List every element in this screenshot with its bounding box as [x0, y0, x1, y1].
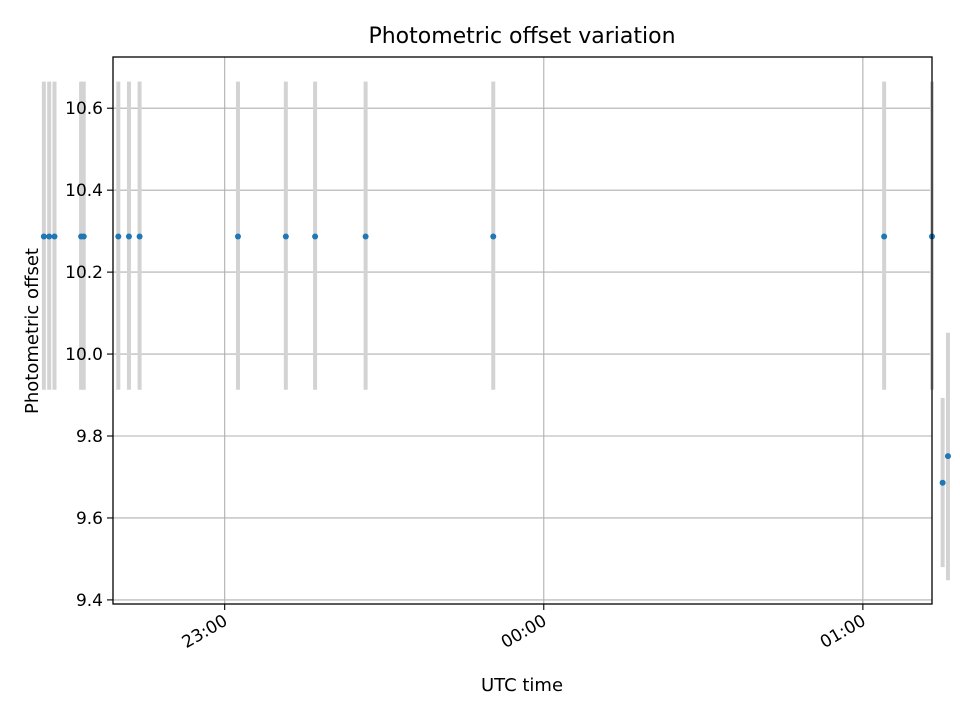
data-point — [282, 233, 289, 240]
y-tick-label: 10.2 — [65, 263, 103, 283]
data-point — [46, 233, 53, 240]
data-point — [40, 233, 47, 240]
data-point — [490, 233, 497, 240]
x-tick-label: 00:00 — [498, 611, 550, 653]
data-point — [80, 233, 87, 240]
error-bars — [41, 81, 950, 581]
data-point — [944, 453, 951, 460]
axis-ticks: 9.4 9.6 9.8 10.0 10.2 10.4 10.6 23:00 00:00 01:00… — [65, 99, 869, 653]
data-point — [136, 233, 143, 240]
data-point — [115, 233, 122, 240]
data-point — [881, 233, 888, 240]
y-tick-label: 9.4 — [76, 591, 103, 611]
plot-frame — [112, 56, 933, 605]
y-tick-label: 9.6 — [76, 509, 103, 529]
data-point — [939, 479, 946, 486]
y-tick-label: 10.6 — [65, 99, 103, 119]
y-tick-label: 9.8 — [76, 427, 103, 447]
grid — [113, 57, 932, 604]
x-axis-label: UTC time — [481, 675, 563, 696]
data-points — [40, 233, 951, 486]
data-point — [51, 233, 58, 240]
y-tick-label: 10.4 — [65, 181, 103, 201]
data-point — [125, 233, 132, 240]
x-tick-label: 23:00 — [179, 611, 231, 653]
y-axis-label: Photometric offset — [22, 248, 43, 414]
chart-title: Photometric offset variation — [368, 24, 675, 49]
x-tick-label: 01:00 — [817, 611, 869, 653]
y-tick-label: 10.0 — [65, 345, 103, 365]
data-point — [312, 233, 319, 240]
data-point — [362, 233, 369, 240]
data-point — [234, 233, 241, 240]
